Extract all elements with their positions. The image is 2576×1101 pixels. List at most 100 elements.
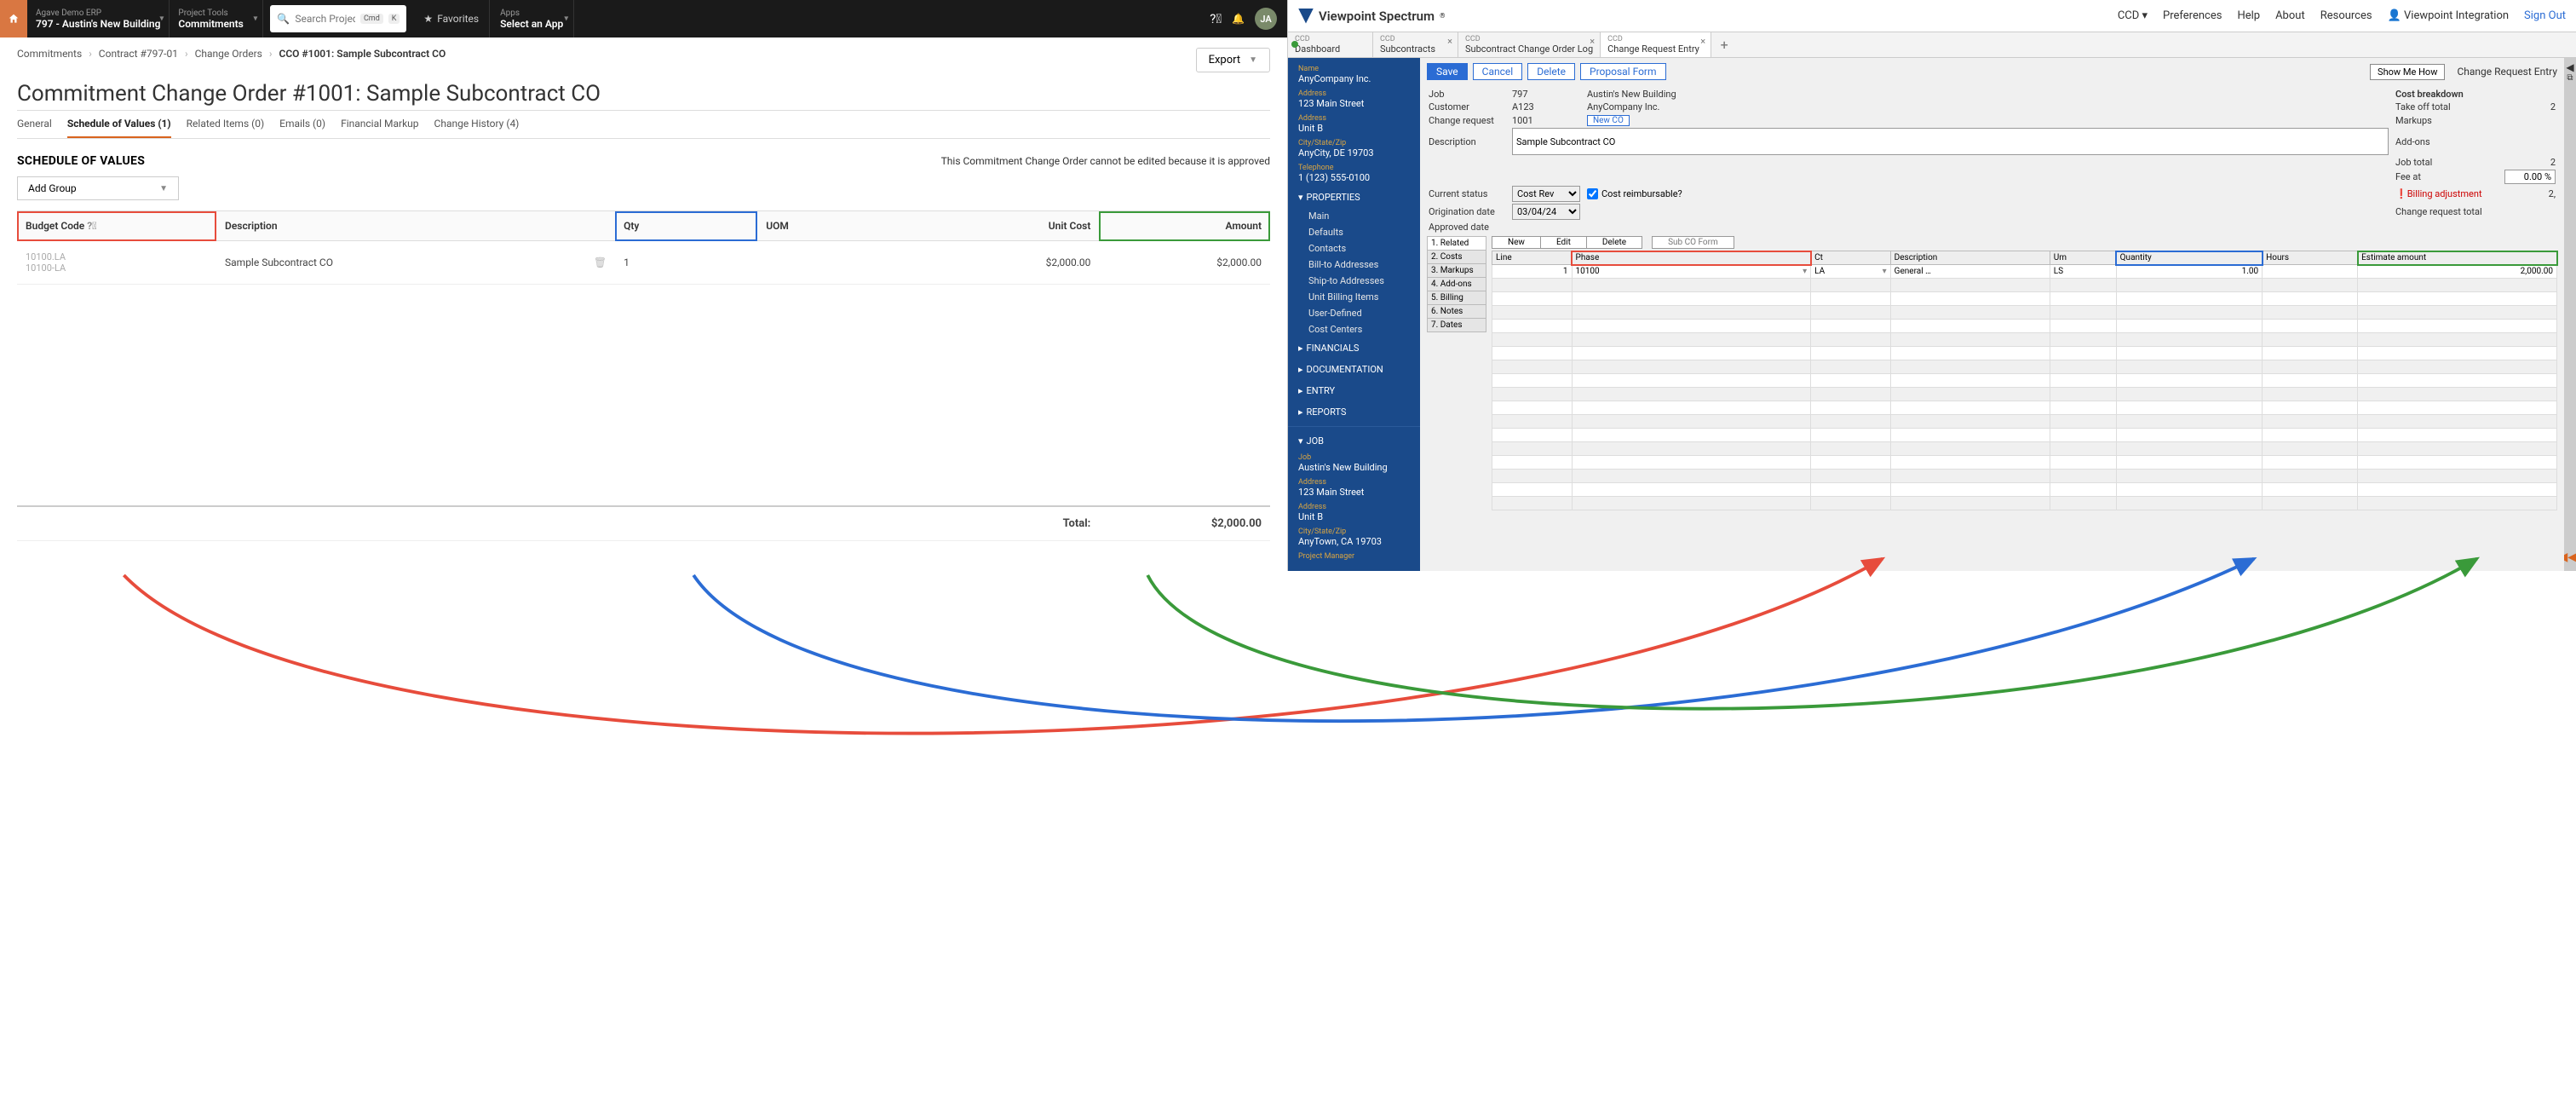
add-group-select[interactable]: Add Group ▼	[17, 176, 179, 200]
grid-delete-button[interactable]: Delete	[1586, 236, 1642, 249]
status-select[interactable]: Cost Rev	[1512, 186, 1580, 202]
side-name: AnyCompany Inc.	[1288, 73, 1420, 88]
tabs: General Schedule of Values (1) Related I…	[17, 111, 1270, 139]
tab-markup[interactable]: Financial Markup	[341, 111, 418, 138]
tool-selector[interactable]: Project Tools Commitments ▾	[170, 0, 263, 37]
search-box[interactable]: 🔍 Cmd K	[270, 5, 406, 32]
table-row[interactable]: 10100.LA 10100-LA Sample Subcontract CO🗑…	[17, 241, 1270, 285]
rtab-related[interactable]: 1. Related	[1427, 236, 1486, 251]
vp-tab-scol[interactable]: CCDSubcontract Change Order Log×	[1458, 32, 1601, 57]
menu-ccd[interactable]: CCD ▾	[2118, 9, 2148, 22]
kbd-cmd: Cmd	[360, 14, 383, 24]
total-row: Total: $2,000.00	[17, 506, 1270, 541]
crumb-contract[interactable]: Contract #797-01	[99, 48, 178, 60]
signout-link[interactable]: Sign Out	[2524, 9, 2566, 22]
new-co-button[interactable]: New CO	[1587, 115, 1630, 126]
apps-selector[interactable]: Apps Select an App ▾	[489, 0, 574, 37]
tab-general[interactable]: General	[17, 111, 52, 138]
trash-icon[interactable]: 🗑	[594, 257, 607, 268]
section-entry[interactable]: ▸ ENTRY	[1288, 380, 1420, 401]
sidebar-item-main[interactable]: Main	[1288, 208, 1420, 224]
export-button[interactable]: Export ▼	[1196, 48, 1270, 72]
org-selector[interactable]: Agave Demo ERP 797 - Austin's New Buildi…	[27, 0, 170, 37]
sidebar-item-contacts[interactable]: Contacts	[1288, 240, 1420, 257]
breadcrumb: Commitments› Contract #797-01› Change Or…	[17, 48, 446, 60]
sidebar-item-costcenters[interactable]: Cost Centers	[1288, 321, 1420, 337]
help-icon[interactable]: ?⃝	[87, 220, 96, 232]
rtab-addons[interactable]: 4. Add-ons	[1427, 277, 1486, 291]
rtab-dates[interactable]: 7. Dates	[1427, 318, 1486, 332]
reimb-checkbox[interactable]	[1587, 188, 1598, 199]
proposal-button[interactable]: Proposal Form	[1580, 63, 1666, 80]
help-icon[interactable]: ?⃝	[1210, 11, 1222, 26]
right-strip[interactable]: ◀⧉	[2564, 58, 2576, 571]
home-icon[interactable]	[0, 0, 27, 37]
cancel-button[interactable]: Cancel	[1473, 63, 1523, 80]
section-reports[interactable]: ▸ REPORTS	[1288, 401, 1420, 423]
vp-sidebar: Name AnyCompany Inc. Address 123 Main St…	[1288, 58, 1420, 571]
showme-button[interactable]: Show Me How	[2370, 64, 2445, 80]
tool-name: Commitments	[178, 18, 254, 30]
menu-user[interactable]: 👤 Viewpoint Integration	[2388, 9, 2509, 22]
section-documentation[interactable]: ▸ DOCUMENTATION	[1288, 359, 1420, 380]
logo-icon	[1298, 9, 1314, 24]
close-icon[interactable]: ×	[1700, 36, 1705, 47]
sidebar-item-userdef[interactable]: User-Defined	[1288, 305, 1420, 321]
bell-icon[interactable]: 🔔	[1232, 13, 1245, 25]
avatar[interactable]: JA	[1255, 8, 1277, 30]
cell-unit: $2,000.00	[900, 241, 1099, 285]
tab-related[interactable]: Related Items (0)	[187, 111, 265, 138]
tools-label: Project Tools	[178, 9, 254, 18]
total-value: $2,000.00	[1099, 506, 1270, 541]
crumb-change-orders[interactable]: Change Orders	[195, 48, 262, 60]
fee-input[interactable]	[2504, 170, 2556, 184]
vp-grid-table: Line Phase Ct Description Um Quantity Ho…	[1492, 251, 2557, 510]
favorites-link[interactable]: ★ Favorites	[413, 0, 489, 37]
apps-value: Select an App	[500, 18, 563, 30]
rtab-costs[interactable]: 2. Costs	[1427, 250, 1486, 264]
rtab-markups[interactable]: 3. Markups	[1427, 263, 1486, 278]
cell-qty: 1	[615, 241, 757, 285]
grid-subco-button[interactable]: Sub CO Form	[1652, 236, 1734, 249]
menu-resources[interactable]: Resources	[2320, 9, 2372, 22]
crumb-commitments[interactable]: Commitments	[17, 48, 82, 60]
description-input[interactable]	[1512, 128, 2389, 155]
vp-topbar: Viewpoint Spectrum® CCD ▾ Preferences He…	[1288, 0, 2576, 32]
gcol-desc: Description	[1890, 251, 2050, 265]
section-job[interactable]: ▾ JOB	[1288, 430, 1420, 452]
grid-edit-button[interactable]: Edit	[1540, 236, 1587, 249]
close-icon[interactable]: ×	[1447, 36, 1452, 47]
sidebar-item-shipto[interactable]: Ship-to Addresses	[1288, 273, 1420, 289]
search-input[interactable]	[295, 13, 355, 25]
vp-logo: Viewpoint Spectrum®	[1298, 9, 1445, 24]
orig-date-select[interactable]: 03/04/24	[1512, 204, 1580, 220]
grid-row[interactable]: 1 10100 ▾ LA ▾ General … LS 1.00 2,000.0…	[1492, 265, 2557, 279]
save-button[interactable]: Save	[1427, 63, 1468, 80]
tab-sov[interactable]: Schedule of Values (1)	[67, 111, 171, 138]
rtab-billing[interactable]: 5. Billing	[1427, 291, 1486, 305]
vp-content: Save Cancel Delete Proposal Form Show Me…	[1420, 58, 2564, 571]
add-tab-button[interactable]: +	[1711, 32, 1737, 57]
section-properties[interactable]: ▾ PROPERTIES	[1288, 187, 1420, 208]
section-financials[interactable]: ▸ FINANCIALS	[1288, 337, 1420, 359]
menu-prefs[interactable]: Preferences	[2163, 9, 2222, 22]
screen-title: Change Request Entry	[2457, 66, 2557, 78]
star-icon: ★	[423, 13, 433, 25]
close-icon[interactable]: ×	[1590, 36, 1595, 47]
tab-history[interactable]: Change History (4)	[434, 111, 520, 138]
grid-new-button[interactable]: New	[1492, 236, 1541, 249]
delete-button[interactable]: Delete	[1527, 63, 1575, 80]
sidebar-item-billto[interactable]: Bill-to Addresses	[1288, 257, 1420, 273]
sidebar-item-unitbilling[interactable]: Unit Billing Items	[1288, 289, 1420, 305]
vp-tab-subcontracts[interactable]: CCDSubcontracts×	[1373, 32, 1458, 57]
sidebar-item-defaults[interactable]: Defaults	[1288, 224, 1420, 240]
vp-tab-cre[interactable]: CCDChange Request Entry×	[1601, 32, 1711, 57]
rtab-notes[interactable]: 6. Notes	[1427, 304, 1486, 319]
menu-help[interactable]: Help	[2237, 9, 2260, 22]
vp-tab-dashboard[interactable]: CCDDashboard	[1288, 32, 1373, 57]
cell-budget: 10100.LA 10100-LA	[17, 241, 216, 285]
chevron-down-icon: ▾	[159, 14, 164, 24]
menu-about[interactable]: About	[2275, 9, 2305, 22]
cell-uom	[757, 241, 900, 285]
tab-emails[interactable]: Emails (0)	[279, 111, 325, 138]
